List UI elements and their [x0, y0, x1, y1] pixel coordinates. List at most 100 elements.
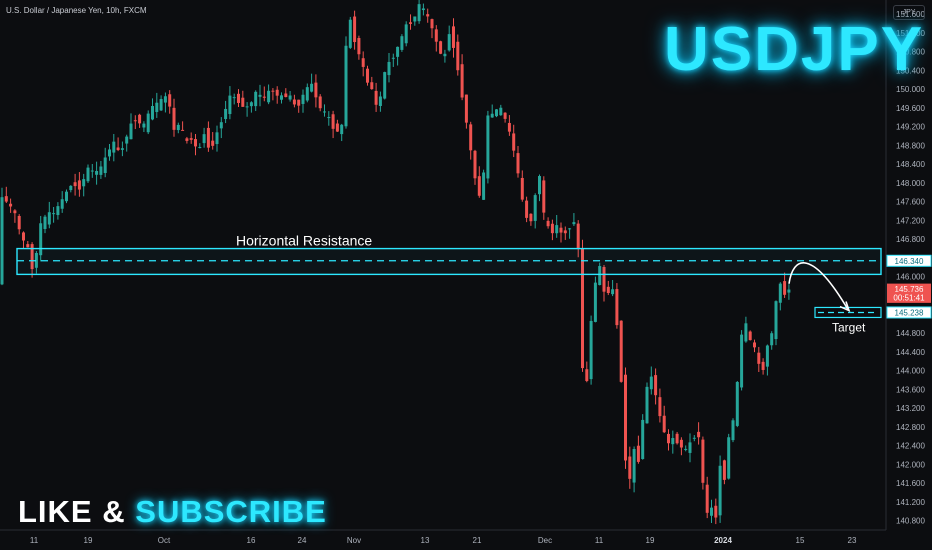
candle-body	[748, 331, 752, 341]
y-tick-label: 147.600	[896, 198, 925, 207]
candle-body	[667, 433, 670, 444]
candle-body	[189, 138, 193, 140]
candle-body	[628, 456, 632, 479]
y-tick-label: 144.800	[896, 329, 925, 338]
candle-body	[310, 83, 314, 92]
candle-body	[73, 182, 77, 187]
candle-body	[770, 333, 774, 346]
candle-body	[679, 439, 683, 448]
candle-body	[9, 203, 13, 207]
price-axis-tag-label: 00:51:41	[893, 293, 925, 302]
candle-body	[447, 34, 451, 51]
resistance-label: Horizontal Resistance	[236, 233, 372, 249]
candle-body	[99, 166, 103, 175]
candle-body	[344, 45, 348, 127]
candle-body	[688, 442, 692, 453]
price-axis-tag	[887, 283, 931, 295]
candle-body	[237, 93, 240, 103]
candle-body	[641, 419, 645, 459]
candle-body	[636, 445, 640, 462]
candle-body	[563, 230, 567, 234]
candle-body	[275, 89, 279, 96]
candle-body	[194, 139, 197, 147]
candle-body	[507, 122, 511, 132]
target-label: Target	[832, 320, 866, 334]
candle-body	[701, 439, 705, 483]
cta-like: LIKE	[18, 494, 93, 529]
candle-body	[185, 138, 189, 141]
candle-body	[589, 320, 593, 380]
x-tick-label: 2024	[714, 536, 732, 545]
candle-body	[542, 180, 546, 213]
candle-body	[684, 448, 688, 450]
candle-body	[292, 99, 296, 105]
candle-body	[297, 99, 301, 106]
candle-body	[692, 437, 696, 439]
candle-body	[267, 90, 271, 103]
y-tick-label: 148.800	[896, 141, 925, 150]
candle-body	[499, 107, 503, 116]
candle-body	[224, 108, 228, 120]
y-tick-label: 148.400	[896, 160, 925, 169]
candle-body	[697, 431, 701, 438]
y-tick-label: 150.800	[896, 48, 925, 57]
candle-body	[202, 134, 206, 144]
price-axis-tag-label: 145.238	[895, 308, 924, 317]
currency-badge[interactable]: JPY	[893, 5, 925, 20]
candle-body	[568, 228, 572, 230]
x-tick-label: Dec	[538, 536, 552, 545]
candle-body	[22, 232, 25, 241]
candle-body	[654, 375, 658, 396]
y-tick-label: 146.800	[896, 235, 925, 244]
candle-body	[258, 94, 262, 97]
x-tick-label: Oct	[158, 536, 171, 545]
candle-body	[576, 223, 580, 249]
candle-body	[477, 176, 481, 196]
candle-body	[125, 136, 129, 144]
candle-body	[662, 415, 666, 433]
y-tick-label: 141.200	[896, 498, 925, 507]
candle-body	[761, 361, 765, 370]
candle-body	[624, 374, 627, 461]
candle-body	[43, 216, 47, 229]
x-tick-label: 16	[247, 536, 256, 545]
candle-body	[211, 140, 215, 146]
candle-body	[370, 82, 374, 90]
y-tick-label: 141.600	[896, 479, 925, 488]
candle-body	[103, 157, 107, 174]
candle-body	[86, 167, 90, 182]
candle-body	[731, 420, 735, 441]
x-tick-label: 15	[796, 536, 805, 545]
candle-body	[434, 29, 438, 42]
candle-body	[271, 90, 275, 92]
candle-body	[396, 46, 400, 57]
x-tick-label: 21	[473, 536, 482, 545]
y-tick-label: 144.000	[896, 367, 925, 376]
candle-body	[26, 244, 30, 248]
candle-body	[744, 323, 748, 342]
candle-body	[301, 94, 305, 104]
x-tick-label: 11	[595, 536, 604, 545]
candle-body	[585, 369, 589, 381]
candle-body	[727, 437, 731, 479]
projection-arrowhead	[839, 301, 851, 313]
chart-header-title: U.S. Dollar / Japanese Yen, 10h, FXCM	[6, 6, 147, 15]
candle-body	[417, 4, 421, 22]
cta-subscribe: SUBSCRIBE	[135, 494, 327, 529]
candle-body	[245, 106, 249, 108]
candle-body	[602, 266, 606, 292]
candle-body	[598, 266, 602, 286]
y-tick-label: 149.600	[896, 104, 925, 113]
candle-body	[546, 220, 550, 227]
y-tick-label: 150.400	[896, 66, 925, 75]
candle-body	[774, 301, 778, 340]
candle-body	[383, 72, 387, 99]
x-tick-label: 23	[848, 536, 857, 545]
candle-body	[90, 170, 94, 172]
price-axis-tag-label: 145.736	[895, 285, 924, 294]
cta-amp: &	[102, 494, 126, 529]
candle-body	[409, 22, 412, 24]
candle-body	[232, 97, 236, 99]
candle-body	[327, 117, 331, 119]
